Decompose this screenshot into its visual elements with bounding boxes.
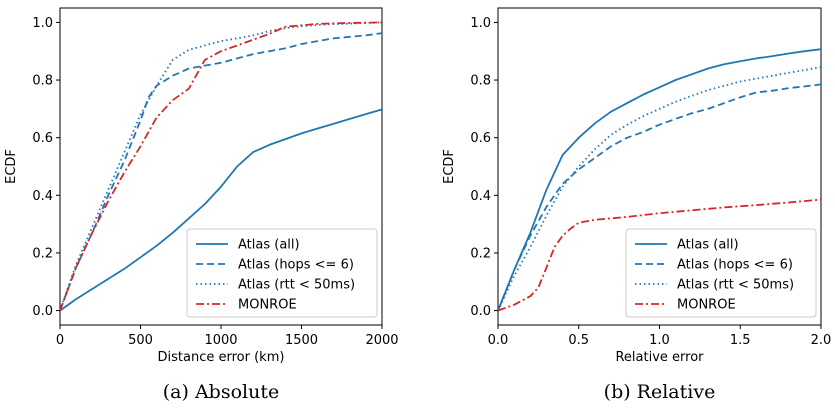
y-tick-label: 0.2 — [470, 246, 491, 261]
y-tick-label: 0.8 — [32, 74, 53, 89]
y-axis-label: ECDF — [4, 149, 19, 184]
x-tick-label: 0.5 — [568, 333, 589, 348]
legend-label: Atlas (all) — [238, 238, 300, 253]
y-tick-label: 1.0 — [32, 16, 53, 31]
x-tick-label: 2000 — [365, 333, 398, 348]
y-tick-label: 0.0 — [32, 304, 53, 319]
y-tick-label: 0.8 — [470, 74, 491, 89]
x-tick-label: 0.0 — [488, 333, 509, 348]
y-tick-label: 1.0 — [470, 16, 491, 31]
y-tick-label: 0.4 — [32, 189, 53, 204]
legend: Atlas (all) Atlas (hops <= 6) Atlas (rtt <… — [186, 228, 378, 318]
x-tick-label: 1000 — [204, 333, 237, 348]
series-line-atlas-all — [60, 108, 382, 312]
legend-box — [625, 228, 817, 318]
series-line-monroe — [498, 198, 821, 312]
subplot-absolute: 0 500 1000 1500 2000 0.0 0.2 0.4 0.6 0.8 1.0 Distan… — [4, 7, 399, 403]
legend-box — [186, 228, 378, 318]
x-tick-label: 1.0 — [649, 333, 670, 348]
series-line-monroe — [60, 21, 382, 311]
legend-label: MONROE — [238, 298, 297, 313]
legend-label: Atlas (hops <= 6) — [677, 258, 793, 273]
x-tick-label: 0 — [56, 333, 64, 348]
subplot-relative: 0.0 0.5 1.0 1.5 2.0 0.0 0.2 0.4 0.6 0.8 1.0 Relativ… — [442, 7, 832, 403]
x-tick-label: 1500 — [285, 333, 318, 348]
x-tick-label: 500 — [128, 333, 153, 348]
x-axis-label: Relative error — [615, 350, 704, 365]
y-axis-label: ECDF — [442, 149, 457, 184]
series-line-atlas-hops-6 — [60, 32, 382, 311]
y-tick-label: 0.4 — [470, 189, 491, 204]
legend-label: Atlas (rtt < 50ms) — [238, 278, 355, 293]
y-tick-label: 0.0 — [470, 304, 491, 319]
legend-label: MONROE — [677, 298, 736, 313]
legend-label: Atlas (hops <= 6) — [238, 258, 354, 273]
x-tick-label: 2.0 — [811, 333, 832, 348]
subplot-caption: (b) Relative — [604, 381, 716, 403]
legend: Atlas (all) Atlas (hops <= 6) Atlas (rtt <… — [625, 228, 817, 318]
y-tick-label: 0.6 — [32, 131, 53, 146]
series-line-atlas-rtt-50ms — [498, 66, 821, 311]
y-tick-label: 0.2 — [32, 246, 53, 261]
y-tick-label: 0.6 — [470, 131, 491, 146]
x-tick-label: 1.5 — [730, 333, 751, 348]
x-axis-label: Distance error (km) — [158, 350, 285, 365]
legend-label: Atlas (all) — [677, 238, 739, 253]
legend-label: Atlas (rtt < 50ms) — [677, 278, 794, 293]
subplot-caption: (a) Absolute — [163, 381, 279, 403]
series-line-atlas-all — [498, 48, 821, 311]
series-line-atlas-hops-6 — [498, 83, 821, 311]
